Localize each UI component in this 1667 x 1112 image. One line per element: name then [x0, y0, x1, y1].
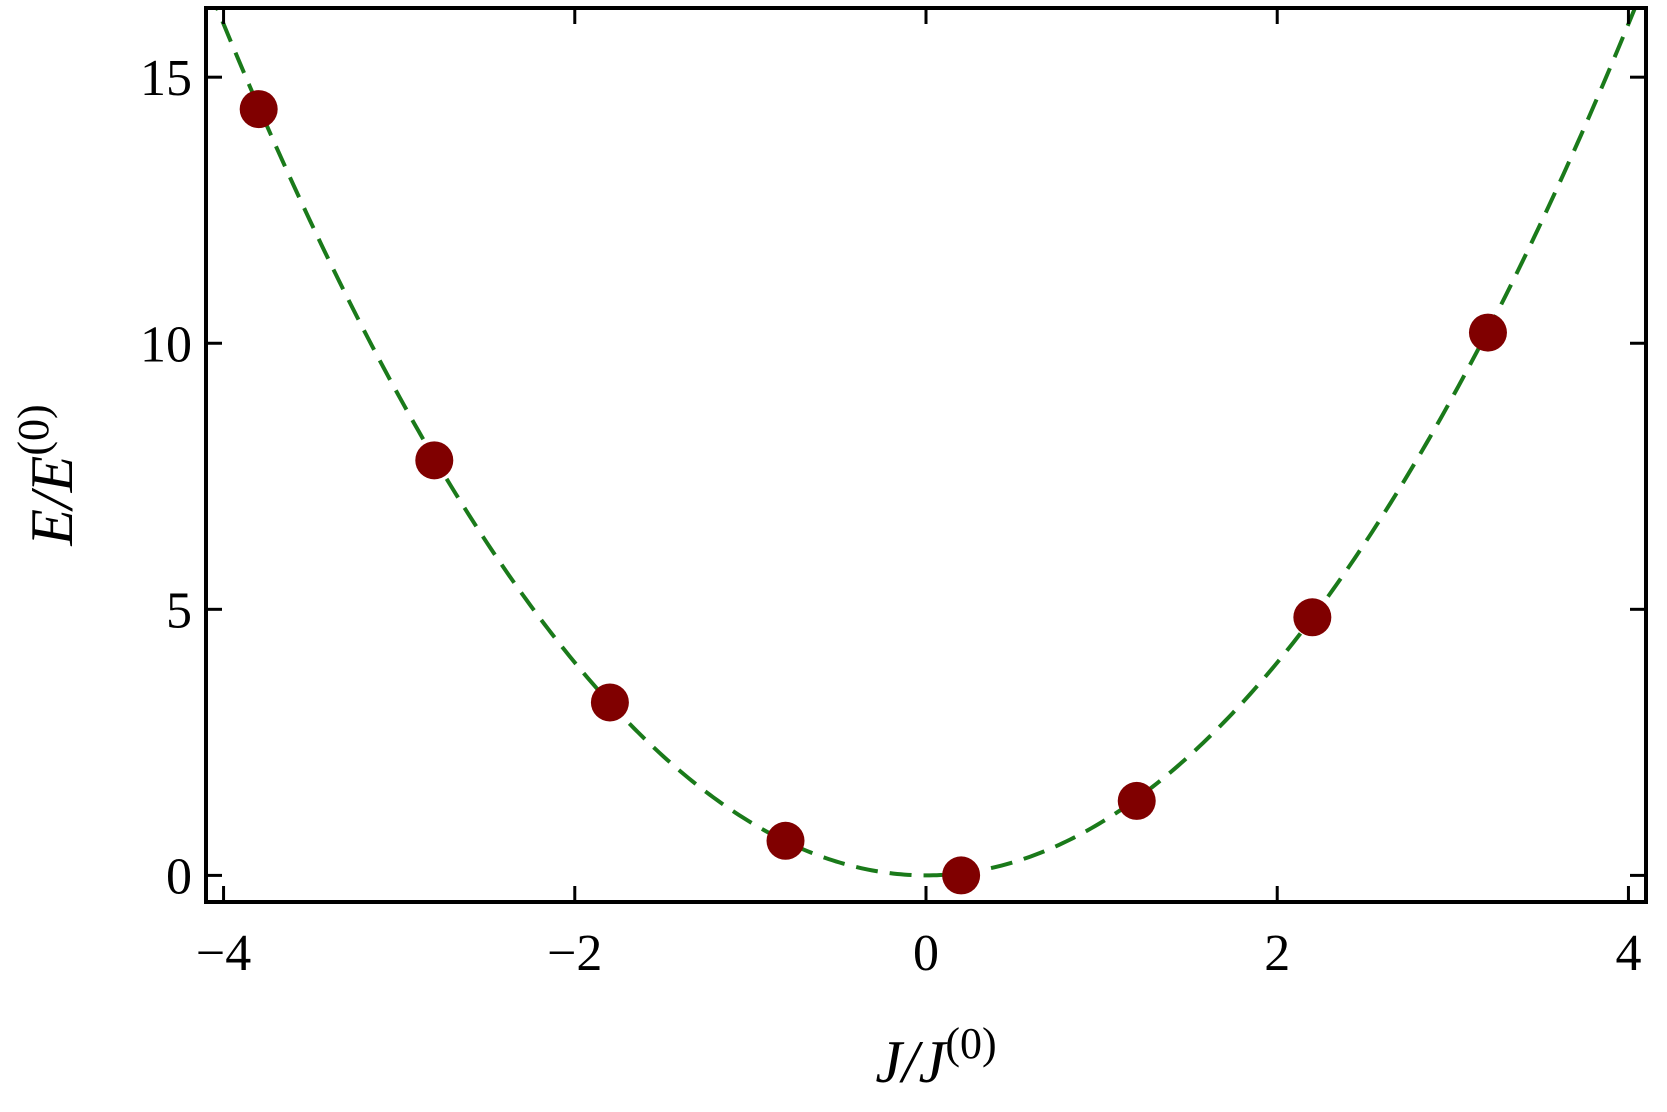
- y-tick-label: 15: [140, 50, 192, 107]
- data-point: [1468, 313, 1507, 352]
- x-tick-label: 2: [1264, 925, 1290, 982]
- x-tick-label: 4: [1615, 925, 1641, 982]
- fit-curve: [214, 8, 1638, 878]
- y-tick-label: 0: [166, 848, 192, 905]
- y-tick-label: 5: [166, 582, 192, 639]
- x-tick-label: −2: [547, 925, 602, 982]
- data-points-layer: [239, 90, 1507, 895]
- data-point: [942, 856, 981, 895]
- y-tick-label: 10: [140, 316, 192, 373]
- y-axis-label: E/E(0): [9, 404, 85, 546]
- tick-labels-layer: −4 −2 0 2 4 0 5 10 15: [140, 50, 1641, 982]
- x-tick-label: 0: [913, 925, 939, 982]
- data-point: [1117, 781, 1156, 820]
- data-point: [239, 90, 278, 129]
- ticks-layer: [206, 8, 1646, 902]
- x-axis-label: J/J(0): [875, 1019, 996, 1095]
- data-point: [766, 821, 805, 860]
- data-point: [590, 683, 629, 722]
- data-point: [1293, 598, 1332, 637]
- x-tick-label: −4: [196, 925, 251, 982]
- data-point: [415, 441, 454, 480]
- fit-curve-layer: [214, 8, 1638, 878]
